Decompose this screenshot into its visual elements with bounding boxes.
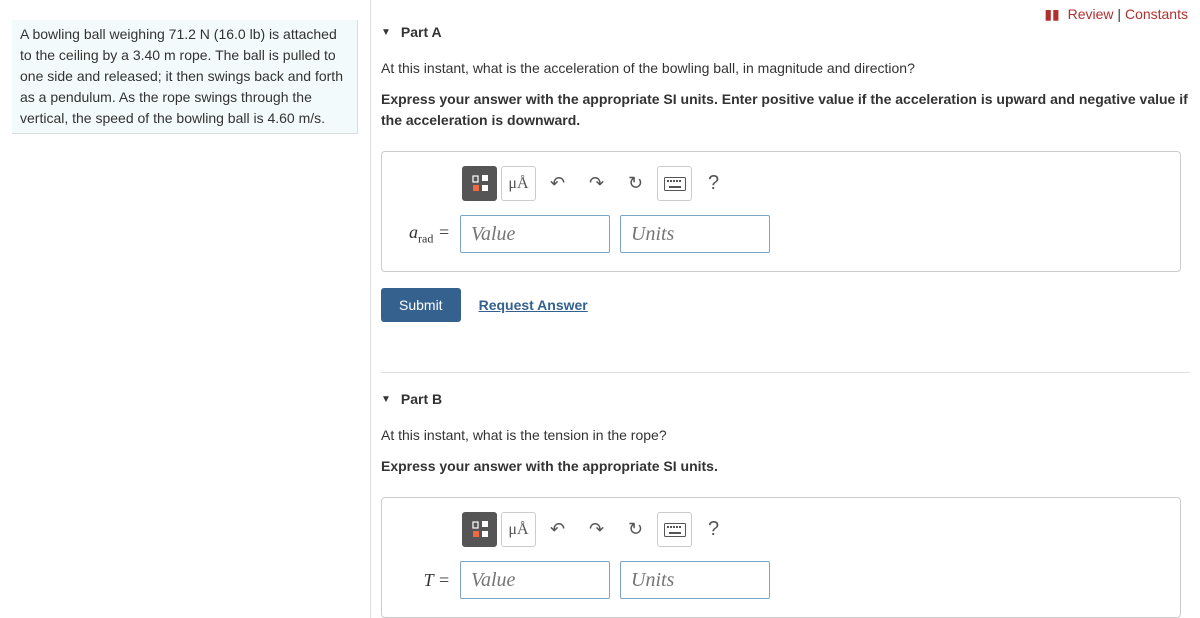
part-a-input-row: arad = <box>402 215 1160 253</box>
part-a-actions: Submit Request Answer <box>381 288 1190 322</box>
review-link[interactable]: Review <box>1068 6 1114 22</box>
part-a-instruction: Express your answer with the appropriate… <box>381 89 1190 131</box>
problem-panel: A bowling ball weighing 71.2 N (16.0 lb)… <box>0 0 370 618</box>
reset-icon[interactable]: ↻ <box>618 166 653 201</box>
format-template-icon[interactable] <box>462 166 497 201</box>
help-icon[interactable]: ? <box>696 166 731 201</box>
part-b-question: At this instant, what is the tension in … <box>381 425 1190 446</box>
part-a-title: Part A <box>401 24 442 40</box>
part-a-variable: arad = <box>402 222 450 247</box>
answer-panel: ▮▮ Review | Constants ▼ Part A At this i… <box>370 0 1200 618</box>
submit-button[interactable]: Submit <box>381 288 461 322</box>
keyboard-icon[interactable] <box>657 512 692 547</box>
redo-icon[interactable]: ↷ <box>579 166 614 201</box>
keyboard-icon[interactable] <box>657 166 692 201</box>
part-a-question: At this instant, what is the acceleratio… <box>381 58 1190 79</box>
top-links: ▮▮ Review | Constants <box>1044 6 1188 23</box>
request-answer-link[interactable]: Request Answer <box>479 297 588 313</box>
caret-down-icon: ▼ <box>381 394 391 405</box>
part-b-toolbar: μÅ ↶ ↷ ↻ ? <box>462 512 1160 547</box>
caret-down-icon: ▼ <box>381 27 391 38</box>
part-b-variable: T = <box>402 570 450 591</box>
part-b-header[interactable]: ▼ Part B <box>381 391 1190 407</box>
special-chars-icon[interactable]: μÅ <box>501 512 536 547</box>
undo-icon[interactable]: ↶ <box>540 512 575 547</box>
part-a-answer-box: μÅ ↶ ↷ ↻ ? arad = <box>381 151 1181 272</box>
problem-statement: A bowling ball weighing 71.2 N (16.0 lb)… <box>12 20 358 134</box>
part-b: ▼ Part B At this instant, what is the te… <box>381 372 1190 618</box>
part-b-title: Part B <box>401 391 442 407</box>
part-a-header[interactable]: ▼ Part A <box>381 24 1190 40</box>
undo-icon[interactable]: ↶ <box>540 166 575 201</box>
special-chars-icon[interactable]: μÅ <box>501 166 536 201</box>
reset-icon[interactable]: ↻ <box>618 512 653 547</box>
part-b-answer-box: μÅ ↶ ↷ ↻ ? T = <box>381 497 1181 618</box>
part-a: ▼ Part A At this instant, what is the ac… <box>381 24 1190 322</box>
format-template-icon[interactable] <box>462 512 497 547</box>
part-b-value-input[interactable] <box>460 561 610 599</box>
part-a-value-input[interactable] <box>460 215 610 253</box>
constants-link[interactable]: Constants <box>1125 6 1188 22</box>
part-a-toolbar: μÅ ↶ ↷ ↻ ? <box>462 166 1160 201</box>
part-b-units-input[interactable] <box>620 561 770 599</box>
flag-icon: ▮▮ <box>1044 6 1059 22</box>
part-b-instruction: Express your answer with the appropriate… <box>381 456 1190 477</box>
help-icon[interactable]: ? <box>696 512 731 547</box>
part-a-units-input[interactable] <box>620 215 770 253</box>
part-b-input-row: T = <box>402 561 1160 599</box>
redo-icon[interactable]: ↷ <box>579 512 614 547</box>
